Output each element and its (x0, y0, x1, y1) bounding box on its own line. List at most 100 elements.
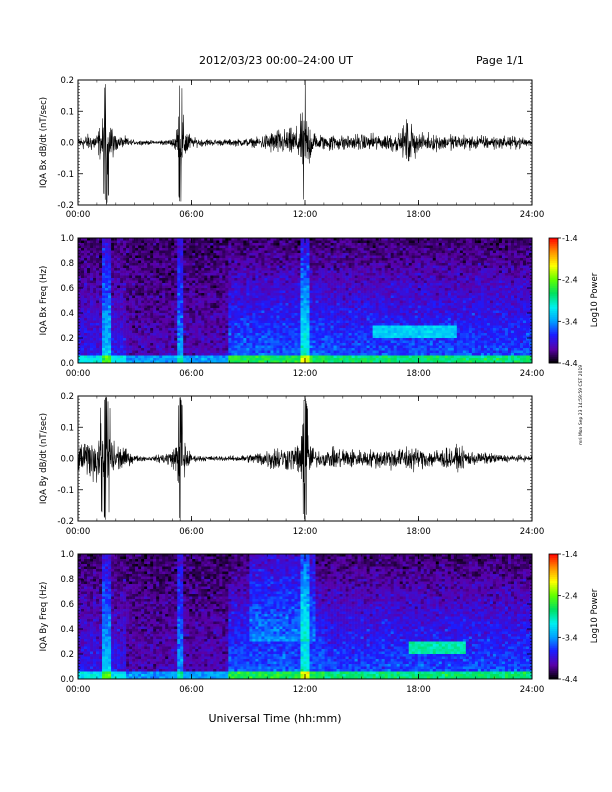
spectrogram-cell (141, 285, 145, 289)
spectrogram-cell (156, 320, 160, 324)
spectrogram-cell (174, 255, 178, 259)
spectrogram-cell (111, 343, 115, 346)
spectrogram-cell (162, 350, 166, 354)
spectrogram-cell (153, 275, 157, 279)
spectrogram-cell (342, 313, 346, 316)
spectrogram-cell (78, 348, 82, 351)
spectrogram-cell (96, 315, 100, 319)
spectrogram-cell (222, 303, 226, 306)
spectrogram-cell (201, 305, 205, 309)
spectrogram-cell (312, 303, 316, 306)
spectrogram-cell (276, 315, 280, 319)
spectrogram-cell (132, 288, 136, 291)
spectrogram-cell (132, 318, 136, 321)
spectrogram-cell (288, 350, 292, 354)
spectrogram-cell (291, 328, 295, 331)
spectrogram-cell (129, 273, 133, 276)
spectrogram-cell (207, 353, 211, 356)
spectrogram-cell (315, 338, 319, 341)
spectrogram-cell (228, 245, 232, 249)
spectrogram-cell (354, 270, 358, 274)
spectrogram-cell (324, 318, 328, 321)
spectrogram-cell (147, 268, 151, 271)
spectrogram-cell (303, 343, 307, 346)
spectrogram-cell (132, 355, 136, 359)
spectrogram-cell (333, 275, 337, 279)
y-tick-label: 0.2 (60, 76, 74, 86)
spectrogram-cell (168, 355, 172, 359)
spectrogram-cell (246, 313, 250, 316)
spectrogram-cell (357, 338, 361, 341)
spectrogram-cell (213, 260, 217, 264)
spectrogram-cell (90, 255, 94, 259)
spectrogram-cell (279, 328, 283, 331)
spectrogram-cell (102, 280, 106, 284)
spectrogram-cell (198, 323, 202, 326)
spectrogram-cell (219, 323, 223, 326)
spectrogram-cell (324, 358, 328, 361)
spectrogram-cell (123, 273, 127, 276)
spectrogram-cell (231, 355, 235, 359)
spectrogram-cell (291, 280, 295, 284)
spectrogram-cell (81, 340, 85, 344)
spectrogram-cell (321, 298, 325, 301)
spectrogram-cell (99, 355, 103, 359)
spectrogram-cell (249, 345, 253, 349)
spectrogram-cell (102, 305, 106, 309)
spectrogram-cell (306, 240, 310, 244)
spectrogram-cell (150, 290, 154, 294)
spectrogram-cell (336, 288, 340, 291)
spectrogram-cell (90, 358, 94, 361)
spectrogram-cell (192, 335, 196, 339)
spectrogram-cell (90, 310, 94, 314)
spectrogram-cell (363, 320, 367, 324)
spectrogram-cell (279, 270, 283, 274)
spectrogram-cell (219, 270, 223, 274)
spectrogram-cell (276, 253, 280, 256)
spectrogram-cell (156, 310, 160, 314)
spectrogram-cell (294, 340, 298, 344)
x-tick-label: 24:00 (520, 210, 545, 220)
spectrogram-cell (336, 270, 340, 274)
spectrogram-cell (300, 340, 304, 344)
spectrogram-cell (192, 300, 196, 304)
spectrogram-cell (90, 335, 94, 339)
spectrogram-cell (357, 243, 361, 246)
spectrogram-cell (159, 350, 163, 354)
spectrogram-cell (216, 290, 220, 294)
spectrogram-cell (327, 358, 331, 361)
spectrogram-cell (276, 318, 280, 321)
spectrogram-cell (141, 270, 145, 274)
spectrogram-cell (282, 310, 286, 314)
spectrogram-cell (126, 285, 130, 289)
spectrogram-cell (147, 358, 151, 361)
spectrogram-cell (345, 298, 349, 301)
spectrogram-cell (207, 358, 211, 361)
spectrogram-cell (231, 298, 235, 301)
spectrogram-cell (108, 250, 112, 254)
spectrogram-cell (216, 360, 220, 364)
spectrogram-cell (132, 258, 136, 261)
spectrogram-cell (267, 275, 271, 279)
spectrogram-cell (258, 315, 262, 319)
spectrogram-cell (93, 335, 97, 339)
spectrogram-cell (180, 250, 184, 254)
spectrogram-cell (351, 293, 355, 296)
spectrogram-cell (315, 323, 319, 326)
spectrogram-cell (249, 358, 253, 361)
spectrogram-cell (288, 238, 292, 241)
spectrogram-cell (324, 283, 328, 286)
spectrogram-cell (138, 245, 142, 249)
spectrogram-cell (297, 345, 301, 349)
spectrogram-cell (99, 310, 103, 314)
spectrogram-cell (150, 345, 154, 349)
spectrogram-cell (324, 315, 328, 319)
spectrogram-cell (135, 318, 139, 321)
spectrogram-cell (342, 288, 346, 291)
spectrogram-cell (276, 300, 280, 304)
spectrogram-cell (102, 330, 106, 334)
spectrogram-cell (285, 335, 289, 339)
spectrogram-cell (267, 333, 271, 336)
spectrogram-cell (240, 313, 244, 316)
spectrogram-cell (360, 338, 364, 341)
